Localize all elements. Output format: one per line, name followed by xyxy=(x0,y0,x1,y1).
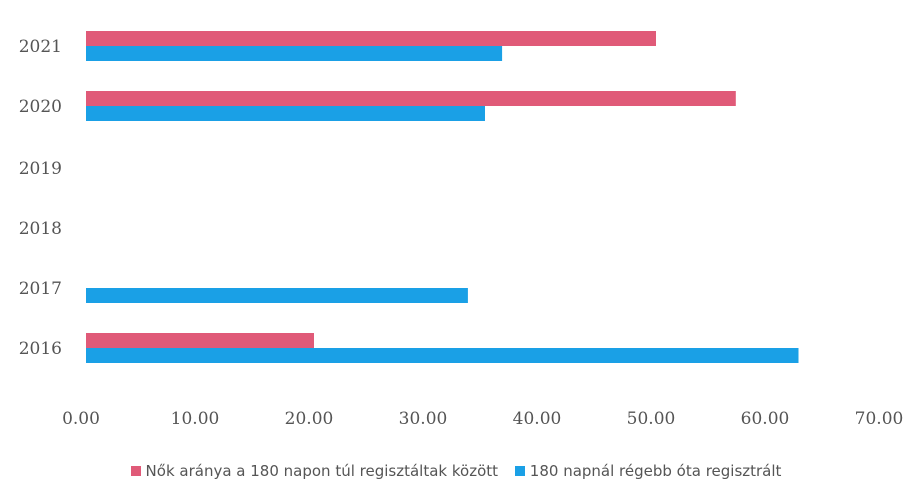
bars-group xyxy=(86,31,799,363)
x-tick-label-4: 40.00 xyxy=(513,409,562,429)
y-tick-label-2020: 2020 xyxy=(19,97,62,117)
bar-registered-2020 xyxy=(86,106,485,121)
y-tick-label-2017: 2017 xyxy=(19,279,62,299)
legend-swatch-women xyxy=(130,466,141,476)
legend-item-women: Nők aránya a 180 napon túl regisztáltak … xyxy=(130,462,499,480)
x-tick-label-5: 50.00 xyxy=(627,409,676,429)
legend: Nők aránya a 180 napon túl regisztáltak … xyxy=(0,462,912,480)
bar-women-2016 xyxy=(86,333,314,348)
x-tick-label-0: 0.00 xyxy=(62,409,100,429)
y-tick-label-2018: 2018 xyxy=(19,219,62,239)
y-tick-label-2021: 2021 xyxy=(19,37,62,57)
y-tick-label-2016: 2016 xyxy=(19,339,62,359)
x-tick-label-7: 70.00 xyxy=(855,409,904,429)
x-tick-label-3: 30.00 xyxy=(399,409,448,429)
bar-women-2020 xyxy=(86,91,736,106)
legend-label-women: Nők aránya a 180 napon túl regisztáltak … xyxy=(145,462,499,480)
x-tick-label-2: 20.00 xyxy=(285,409,334,429)
x-axis-labels: 0.00 10.00 20.00 30.00 40.00 50.00 60.00 70.00 xyxy=(62,409,903,429)
legend-label-registered: 180 napnál régebb óta regisztrált xyxy=(529,462,782,480)
y-tick-label-2019: 2019 xyxy=(19,159,62,179)
x-tick-label-6: 60.00 xyxy=(741,409,790,429)
x-tick-label-1: 10.00 xyxy=(171,409,220,429)
y-axis-labels: 2016 2017 2018 2019 2020 2021 xyxy=(19,37,62,359)
legend-item-registered: 180 napnál régebb óta regisztrált xyxy=(514,462,782,480)
legend-swatch-registered xyxy=(514,466,525,476)
bar-registered-2021 xyxy=(86,46,503,61)
bar-registered-2016 xyxy=(86,348,799,363)
bar-women-2021 xyxy=(86,31,656,46)
bar-registered-2017 xyxy=(86,288,468,303)
